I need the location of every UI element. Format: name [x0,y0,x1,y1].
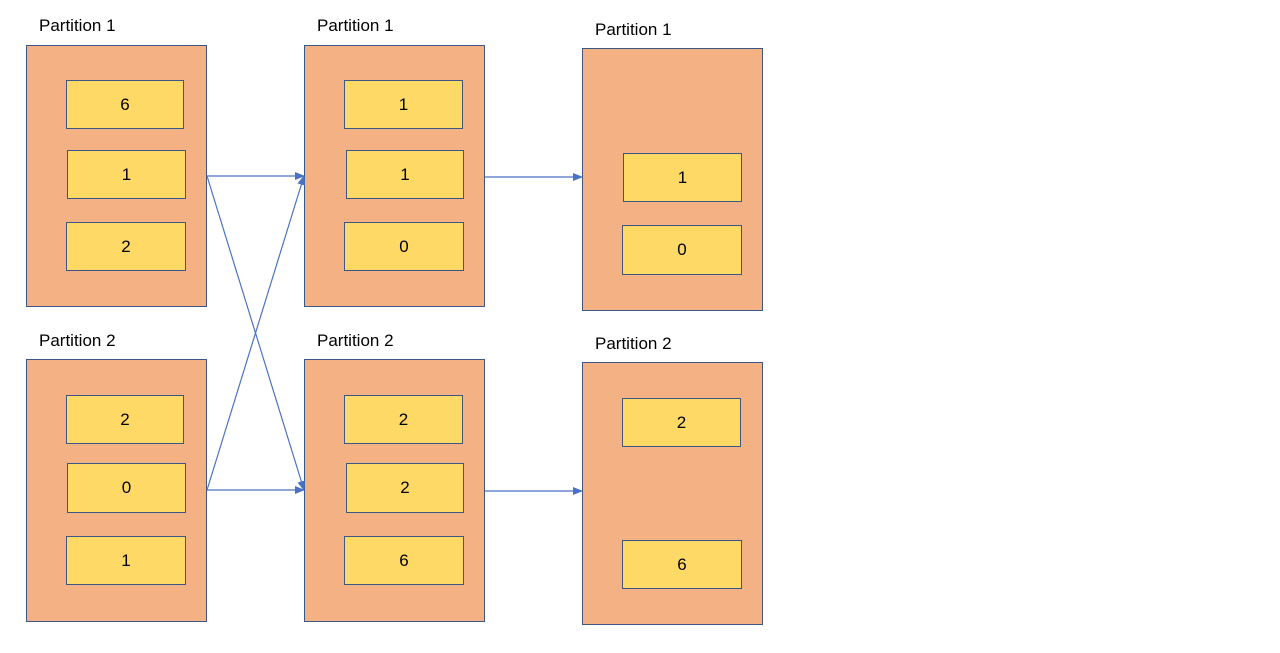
stage-3-partition-2: 2 6 [582,362,763,625]
value-cell: 1 [623,153,742,202]
arrow-s1p2-to-s2p1 [206,175,306,491]
stage-3-partition-1-label: Partition 1 [595,20,672,39]
value-cell: 6 [622,540,742,589]
value-cell: 2 [66,395,184,444]
value-cell: 0 [622,225,742,275]
value-cell: 2 [66,222,186,271]
value-cell: 2 [346,463,464,513]
value-cell: 1 [346,150,464,199]
value-cell: 2 [344,395,463,444]
value-cell: 1 [66,536,186,585]
stage-1-partition-2: 2 0 1 [26,359,207,622]
value-cell: 6 [66,80,184,129]
stage-3-partition-2-label: Partition 2 [595,334,672,353]
value-cell: 0 [67,463,186,513]
value-cell: 1 [67,150,186,199]
stage-1-partition-1-label: Partition 1 [39,16,116,35]
stage-1-partition-2-label: Partition 2 [39,331,116,350]
stage-2-partition-1: 1 1 0 [304,45,485,307]
value-cell: 2 [622,398,741,447]
value-cell: 0 [344,222,464,271]
stage-3-partition-1: 1 0 [582,48,763,311]
value-cell: 1 [344,80,463,129]
stage-2-partition-1-label: Partition 1 [317,16,394,35]
stage-1-partition-1: 6 1 2 [26,45,207,307]
stage-2-partition-2: 2 2 6 [304,359,485,622]
stage-2-partition-2-label: Partition 2 [317,331,394,350]
value-cell: 6 [344,536,464,585]
